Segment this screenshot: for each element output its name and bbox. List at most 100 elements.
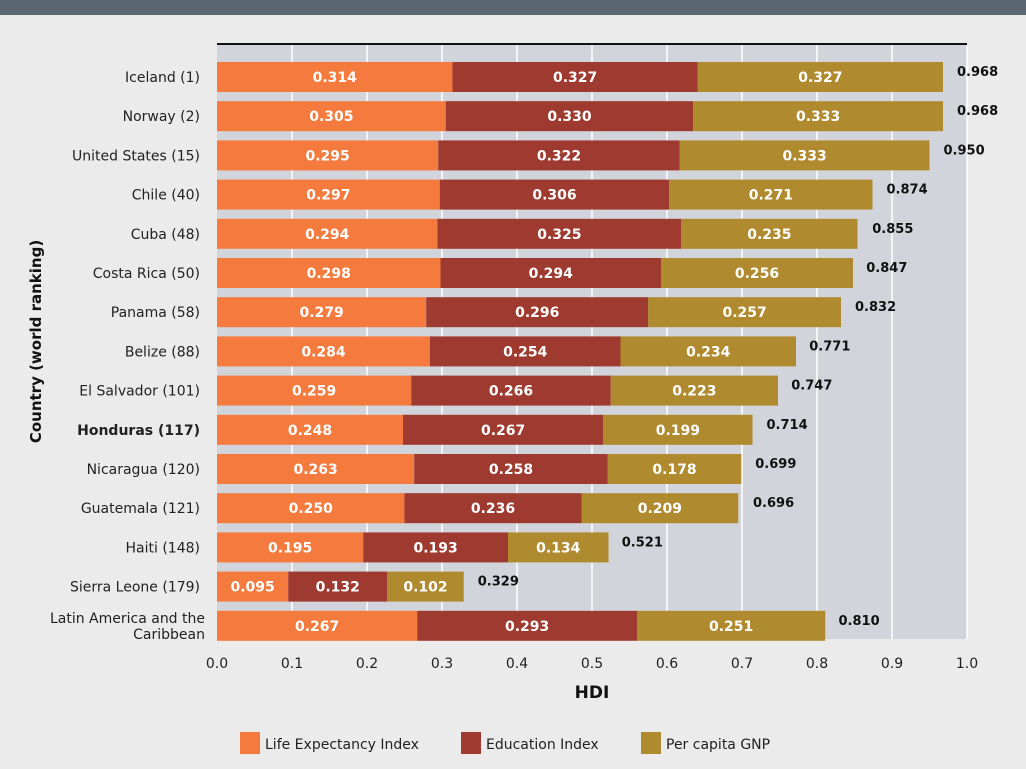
total-value-label: 0.847 — [866, 261, 907, 276]
segment-value-label: 0.327 — [553, 70, 597, 86]
segment-value-label: 0.271 — [749, 188, 793, 204]
bar-segment — [404, 493, 582, 524]
category-label: Chile (40) — [132, 188, 200, 204]
segment-value-label: 0.235 — [747, 227, 791, 243]
segment-value-label: 0.325 — [537, 227, 581, 243]
bar-segment — [411, 375, 611, 406]
bar-segment — [697, 62, 943, 92]
bar-segment — [426, 297, 649, 328]
segment-value-label: 0.267 — [481, 423, 525, 439]
segment-value-label: 0.294 — [305, 227, 350, 243]
total-value-label: 0.968 — [957, 65, 998, 80]
category-label: El Salvador (101) — [79, 384, 200, 400]
legend: Life Expectancy Index Education Index Per … — [240, 732, 770, 754]
total-value-label: 0.696 — [753, 496, 794, 511]
segment-value-label: 0.257 — [722, 305, 766, 321]
bar-segment — [217, 414, 403, 445]
segment-value-label: 0.327 — [798, 70, 842, 86]
segment-value-label: 0.295 — [305, 148, 349, 164]
bar-segment — [217, 532, 364, 563]
total-value-label: 0.521 — [622, 535, 663, 550]
segment-value-label: 0.266 — [489, 384, 533, 400]
segment-value-label: 0.259 — [292, 384, 336, 400]
bar-segment — [607, 454, 742, 484]
bar-segment — [437, 218, 682, 249]
bar-segment — [217, 571, 289, 602]
total-value-label: 0.810 — [839, 614, 880, 629]
total-value-label: 0.329 — [478, 575, 519, 590]
segment-value-label: 0.195 — [268, 540, 312, 556]
segment-value-label: 0.209 — [638, 501, 682, 517]
bar-segment — [508, 532, 609, 563]
category-label: Iceland (1) — [125, 70, 200, 86]
category-label: Panama (58) — [111, 305, 200, 321]
category-label: Honduras (117) — [77, 423, 200, 439]
category-label: Sierra Leone (179) — [70, 580, 200, 596]
segment-value-label: 0.279 — [299, 305, 343, 321]
segment-value-label: 0.248 — [288, 423, 332, 439]
bar-segment — [217, 454, 415, 484]
total-value-label: 0.874 — [887, 183, 928, 198]
segment-value-label: 0.250 — [289, 501, 334, 517]
x-tick-label: 0.3 — [431, 656, 453, 672]
bar-segment — [417, 610, 637, 641]
header-bar — [0, 0, 1026, 15]
segment-value-label: 0.256 — [735, 266, 779, 282]
segment-value-label: 0.263 — [293, 462, 337, 478]
bar-segment — [387, 571, 464, 602]
legend-label: Education Index — [486, 737, 599, 753]
category-labels: Iceland (1) Norway (2) United States (15) C… — [50, 70, 205, 643]
bar-segment — [637, 610, 826, 641]
segment-value-label: 0.134 — [536, 540, 581, 556]
x-tick-labels: 0.0 0.1 0.2 0.3 0.4 0.5 0.6 0.7 0.8 0.9 1.0 — [206, 656, 978, 672]
x-tick-label: 0.7 — [731, 656, 753, 672]
bar-segment — [661, 258, 853, 288]
bar-segment — [217, 336, 430, 367]
category-label: Haiti (148) — [126, 540, 200, 556]
total-value-label: 0.771 — [809, 339, 850, 354]
bar-segment — [363, 532, 508, 563]
segment-value-label: 0.236 — [471, 501, 515, 517]
segment-value-label: 0.293 — [505, 619, 549, 635]
total-value-label: 0.950 — [944, 143, 985, 158]
segment-value-label: 0.178 — [652, 462, 696, 478]
bar-segment — [439, 179, 670, 210]
segment-value-label: 0.132 — [316, 580, 360, 596]
segment-value-label: 0.251 — [709, 619, 753, 635]
bar-segment — [430, 336, 621, 367]
bar-segment — [217, 493, 405, 524]
category-label: Norway (2) — [123, 109, 200, 125]
category-label: Belize (88) — [125, 344, 200, 360]
x-tick-label: 0.0 — [206, 656, 228, 672]
bar-segment — [679, 140, 930, 171]
segment-value-label: 0.258 — [489, 462, 533, 478]
legend-swatch — [641, 732, 661, 754]
bar-segment — [440, 258, 661, 288]
total-value-label: 0.747 — [791, 379, 832, 394]
segment-value-label: 0.267 — [295, 619, 339, 635]
segment-value-label: 0.298 — [307, 266, 351, 282]
bars-group: 0.314 0.327 0.327 0.968 0.305 0.330 0.333 0.968… — [217, 62, 998, 641]
legend-label: Life Expectancy Index — [265, 737, 419, 753]
x-tick-label: 0.4 — [506, 656, 528, 672]
bar-segment — [217, 610, 418, 641]
x-tick-label: 0.6 — [656, 656, 678, 672]
segment-value-label: 0.254 — [503, 344, 548, 360]
legend-swatch — [461, 732, 481, 754]
bar-segment — [217, 62, 453, 92]
y-axis-title: Country (world ranking) — [27, 240, 45, 443]
bar-segment — [414, 454, 608, 484]
segment-value-label: 0.297 — [306, 188, 350, 204]
bar-segment — [681, 218, 858, 249]
segment-value-label: 0.322 — [537, 148, 581, 164]
x-axis-title: HDI — [575, 683, 610, 703]
x-tick-label: 1.0 — [956, 656, 978, 672]
segment-value-label: 0.296 — [515, 305, 559, 321]
bar-segment — [669, 179, 873, 210]
segment-value-label: 0.234 — [686, 344, 731, 360]
category-label: Guatemala (121) — [81, 501, 200, 517]
segment-value-label: 0.333 — [796, 109, 840, 125]
segment-value-label: 0.102 — [403, 580, 447, 596]
bar-segment — [217, 218, 438, 249]
